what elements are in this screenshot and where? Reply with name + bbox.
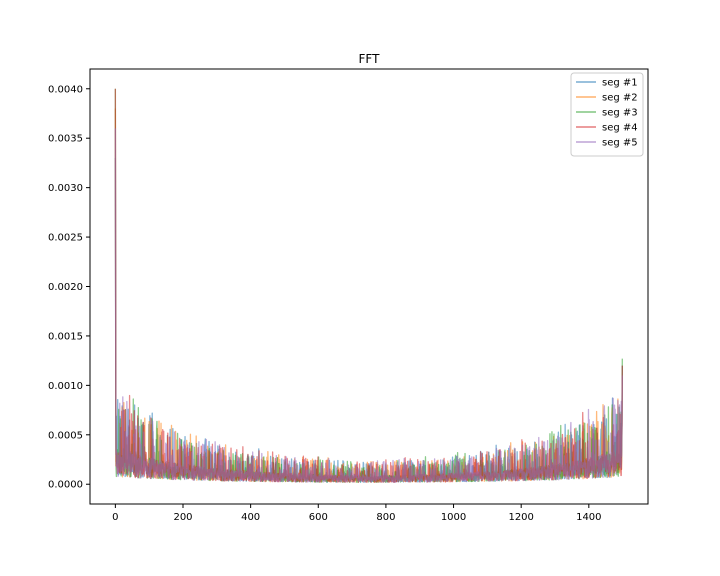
legend-box xyxy=(570,72,644,157)
y-axis: 0.0000 0.0005 0.0010 0.0015 0.0020 0.0025 0.00… xyxy=(48,84,90,491)
chart-title: FFT xyxy=(359,52,381,66)
legend-label: seg #4 xyxy=(602,123,638,134)
y-tick-label: 0.0030 xyxy=(48,183,83,194)
x-tick-label: 1400 xyxy=(576,512,601,523)
legend: seg #1 seg #2 seg #3 seg #4 seg #5 xyxy=(570,72,644,157)
legend-label: seg #5 xyxy=(602,138,638,149)
y-tick-label: 0.0040 xyxy=(48,84,83,95)
y-tick-label: 0.0000 xyxy=(48,480,83,491)
x-tick-label: 1000 xyxy=(441,512,466,523)
legend-label: seg #1 xyxy=(602,78,638,89)
y-tick-label: 0.0005 xyxy=(48,430,83,441)
x-tick-label: 600 xyxy=(309,512,328,523)
y-tick-label: 0.0010 xyxy=(48,381,83,392)
x-tick-label: 200 xyxy=(173,512,192,523)
y-tick-label: 0.0035 xyxy=(48,134,83,145)
x-tick-label: 800 xyxy=(376,512,395,523)
y-tick-label: 0.0020 xyxy=(48,282,83,293)
x-tick-label: 1200 xyxy=(508,512,533,523)
x-tick-label: 400 xyxy=(241,512,260,523)
series-line-5 xyxy=(114,128,623,483)
y-tick-label: 0.0015 xyxy=(48,331,83,342)
y-tick-label: 0.0025 xyxy=(48,233,83,244)
legend-label: seg #2 xyxy=(602,93,638,104)
x-tick-label: 0 xyxy=(112,512,118,523)
plot-area xyxy=(90,69,648,504)
x-axis: 0 200 400 600 800 1000 1200 1400 xyxy=(112,504,602,523)
legend-label: seg #3 xyxy=(602,108,638,119)
series-layer xyxy=(114,88,623,484)
